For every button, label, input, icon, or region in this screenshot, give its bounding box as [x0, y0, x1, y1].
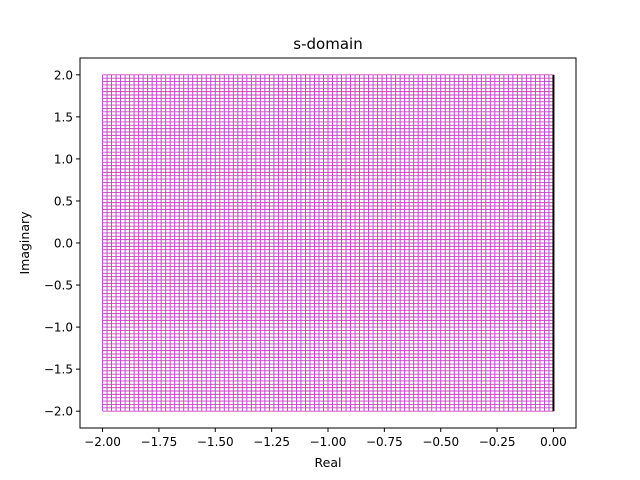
- y-tick-label: 1.5: [54, 110, 73, 124]
- x-tick-label: −2.00: [84, 435, 121, 449]
- y-axis: 2.0 1.5 1.0 0.5 0.0 −0.5 −1.0 −1.5 −2.0: [44, 68, 80, 419]
- x-tick-label: −1.25: [253, 435, 290, 449]
- y-tick-label: −2.0: [44, 405, 73, 419]
- x-tick-label: −1.50: [197, 435, 234, 449]
- x-tick-label: −0.50: [422, 435, 459, 449]
- y-tick-label: 1.0: [54, 152, 73, 166]
- y-tick-label: 2.0: [54, 68, 73, 82]
- y-tick-label: 0.0: [54, 237, 73, 251]
- chart-title: s-domain: [293, 35, 362, 53]
- x-axis: −2.00 −1.75 −1.50 −1.25 −1.00 −0.75 −0.50 −0.25…: [84, 428, 567, 449]
- x-tick-label: −1.75: [141, 435, 178, 449]
- x-tick-label: −1.00: [310, 435, 347, 449]
- plot-area: [102, 74, 555, 412]
- y-tick-label: −1.0: [44, 321, 73, 335]
- y-axis-label: Imaginary: [17, 211, 32, 275]
- y-tick-label: −0.5: [44, 279, 73, 293]
- y-tick-label: −1.5: [44, 363, 73, 377]
- x-tick-label: 0.00: [540, 435, 567, 449]
- x-tick-label: −0.25: [479, 435, 516, 449]
- x-axis-label: Real: [315, 455, 342, 470]
- y-tick-label: 0.5: [54, 194, 73, 208]
- series-horizontal-lines: [102, 74, 554, 412]
- x-tick-label: −0.75: [366, 435, 403, 449]
